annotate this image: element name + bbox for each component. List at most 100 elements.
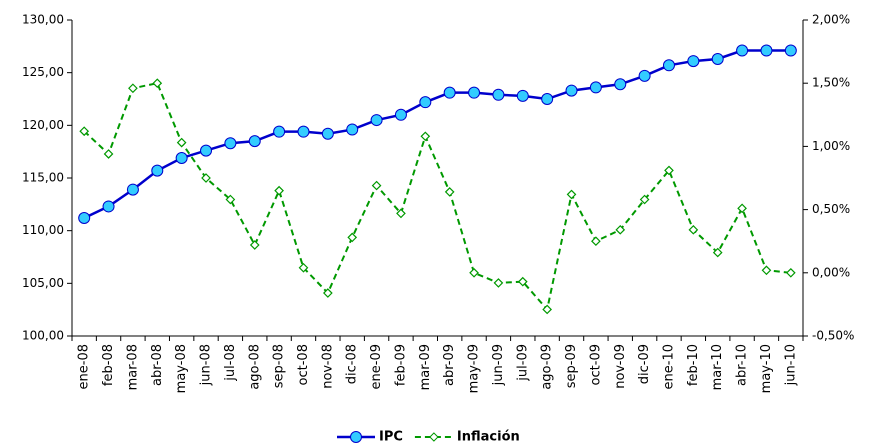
x-tick-label: jul-09 xyxy=(515,344,530,382)
data-point xyxy=(711,52,724,65)
data-point xyxy=(493,278,504,288)
data-point xyxy=(273,125,286,138)
data-point xyxy=(443,86,456,99)
x-tick-label: feb-09 xyxy=(393,344,408,386)
data-point xyxy=(492,88,505,101)
data-point xyxy=(664,165,674,176)
data-point xyxy=(468,86,481,99)
y2-tick-label: 1,50% xyxy=(812,76,850,90)
x-tick-label: may-10 xyxy=(759,344,774,393)
data-point xyxy=(347,232,358,243)
data-point xyxy=(784,44,797,57)
data-point xyxy=(79,126,90,137)
x-tick-label: nov-08 xyxy=(320,344,335,389)
legend-marker xyxy=(350,431,362,443)
x-tick-label: ago-08 xyxy=(247,344,262,390)
data-point xyxy=(201,173,211,183)
data-point xyxy=(662,59,675,72)
data-point xyxy=(639,194,650,205)
data-point xyxy=(614,78,627,91)
data-point xyxy=(712,247,723,258)
data-point xyxy=(371,180,382,191)
y-tick-label: 130,00 xyxy=(22,13,64,27)
x-tick-label: abr-10 xyxy=(735,344,750,386)
data-point xyxy=(224,137,237,150)
data-point xyxy=(589,81,602,94)
y-tick-label: 105,00 xyxy=(22,276,64,290)
data-point xyxy=(638,69,651,82)
x-tick-label: oct-09 xyxy=(588,344,603,385)
x-tick-label: ene-10 xyxy=(661,344,676,389)
x-tick-label: ene-09 xyxy=(369,344,384,389)
data-point xyxy=(516,89,529,102)
x-tick-label: jul-08 xyxy=(223,344,238,382)
data-point xyxy=(297,125,310,138)
x-tick-label: sep-09 xyxy=(564,344,579,388)
x-tick-label: mar-10 xyxy=(710,344,725,390)
data-point xyxy=(151,164,164,177)
data-point xyxy=(346,123,359,136)
y-tick-label: 100,00 xyxy=(22,329,64,343)
legend-marker xyxy=(429,432,439,442)
data-point xyxy=(126,183,139,196)
data-point xyxy=(736,44,749,57)
data-point xyxy=(248,135,261,148)
y2-tick-label: 2,00% xyxy=(812,13,850,27)
x-tick-label: abr-08 xyxy=(150,344,165,386)
data-point xyxy=(274,185,284,196)
y-tick-label: 115,00 xyxy=(22,171,64,185)
x-tick-label: ago-09 xyxy=(540,344,555,390)
x-tick-label: mar-09 xyxy=(418,344,433,390)
x-tick-label: oct-08 xyxy=(296,344,311,385)
legend-label: Inflación xyxy=(457,430,520,445)
data-point xyxy=(737,203,747,214)
y2-tick-label: 0,50% xyxy=(812,202,850,216)
x-tick-label: feb-10 xyxy=(686,344,701,386)
data-point xyxy=(565,84,578,97)
data-point xyxy=(541,93,554,105)
y2-tick-label: -0,50% xyxy=(812,329,854,343)
y2-tick-label: 0,00% xyxy=(812,265,850,279)
data-point xyxy=(687,55,700,68)
y-tick-label: 120,00 xyxy=(22,118,64,132)
data-point xyxy=(394,108,407,121)
data-point xyxy=(102,200,115,213)
data-point xyxy=(78,212,91,225)
data-point xyxy=(785,267,796,278)
y-tick-label: 110,00 xyxy=(22,223,64,237)
y2-tick-label: 1,00% xyxy=(812,139,850,153)
data-point xyxy=(469,267,479,278)
x-tick-label: sep-08 xyxy=(272,344,287,388)
data-point xyxy=(761,265,772,276)
data-point xyxy=(128,83,138,94)
data-point xyxy=(321,127,334,140)
data-point xyxy=(103,149,114,159)
data-point xyxy=(591,236,601,247)
x-tick-label: abr-09 xyxy=(442,344,457,386)
data-point xyxy=(225,194,236,205)
data-point xyxy=(444,187,455,197)
data-point xyxy=(370,114,383,127)
x-tick-label: may-08 xyxy=(174,344,189,393)
data-point xyxy=(323,288,333,298)
data-point xyxy=(200,144,213,157)
x-tick-label: feb-08 xyxy=(101,344,116,386)
data-point xyxy=(517,276,528,287)
data-point xyxy=(542,304,552,315)
y-tick-label: 125,00 xyxy=(22,65,64,79)
data-point xyxy=(688,224,699,235)
x-tick-label: nov-09 xyxy=(613,344,628,389)
series-line xyxy=(83,49,791,220)
data-point xyxy=(152,78,163,89)
data-point xyxy=(396,208,406,219)
x-tick-label: may-09 xyxy=(467,344,482,393)
data-point xyxy=(175,151,188,164)
x-tick-label: dic-08 xyxy=(345,344,360,384)
series-line xyxy=(83,82,791,312)
x-tick-label: dic-09 xyxy=(637,344,652,384)
x-tick-label: ene-08 xyxy=(77,344,92,389)
x-tick-label: jun-08 xyxy=(199,344,214,386)
x-tick-label: jun-09 xyxy=(491,344,506,386)
data-point xyxy=(419,96,432,109)
data-point xyxy=(176,137,187,148)
